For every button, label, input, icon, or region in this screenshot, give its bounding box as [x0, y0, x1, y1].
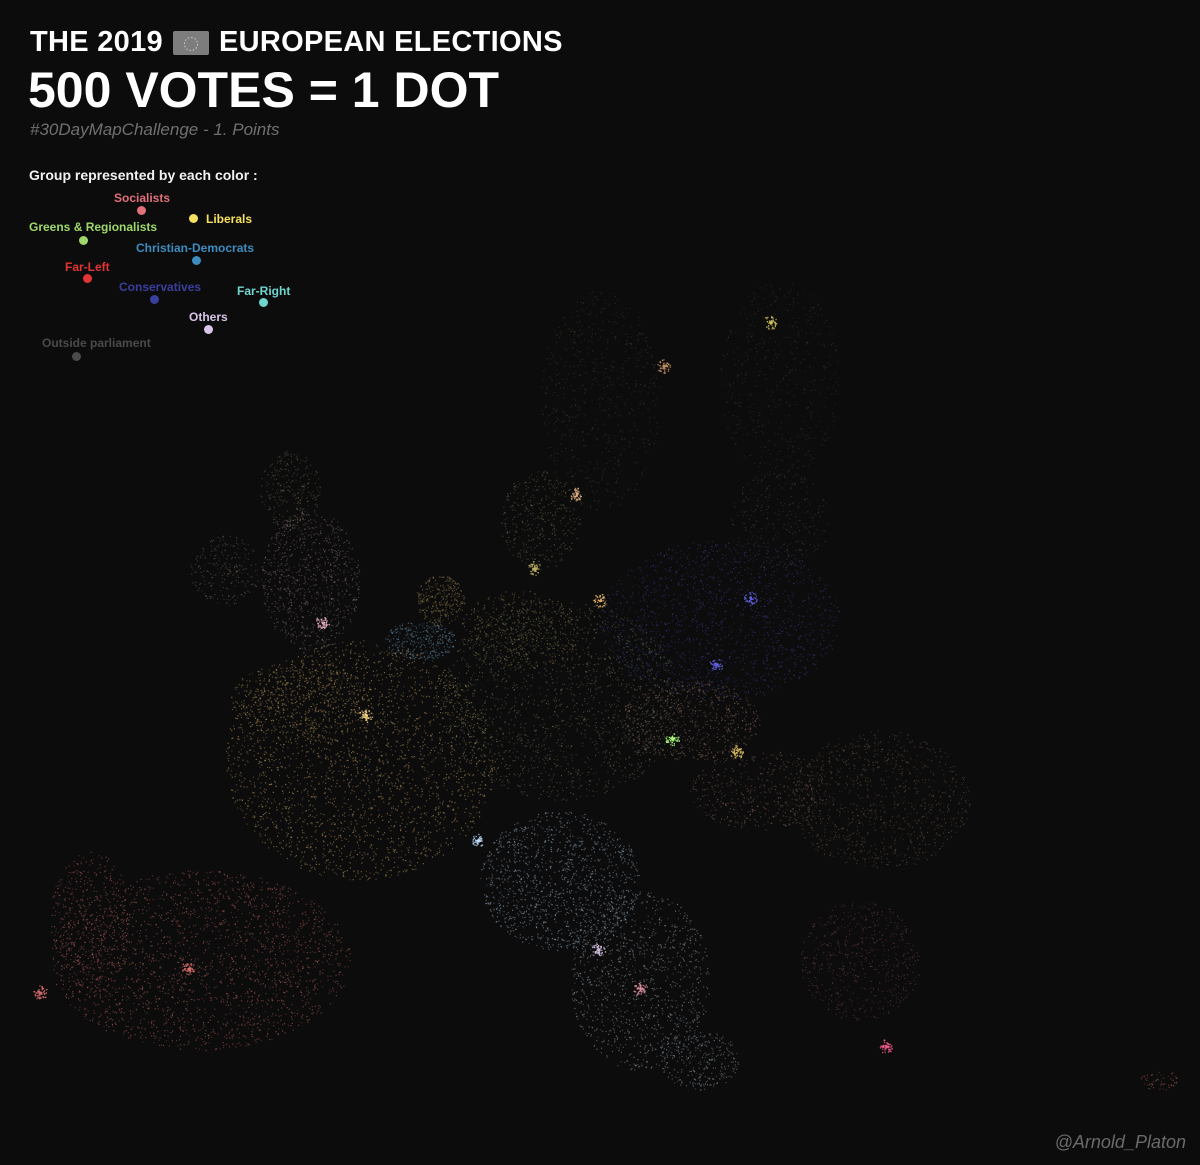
legend-label-liberals: Liberals	[206, 212, 253, 226]
subtitle: #30DayMapChallenge - 1. Points	[30, 120, 280, 139]
title-part1: THE 2019	[30, 26, 163, 58]
legend-label-far-right: Far-Right	[237, 284, 291, 298]
legend-dot-christian-democrats	[192, 256, 201, 265]
legend-dot-far-right	[259, 298, 268, 307]
legend-dot-liberals	[189, 214, 198, 223]
legend-dot-far-left	[83, 274, 92, 283]
legend-heading: Group represented by each color :	[29, 167, 258, 183]
legend-label-greens: Greens & Regionalists	[29, 220, 158, 234]
eu-flag-icon	[172, 30, 209, 55]
legend-dot-others	[204, 325, 213, 334]
title-line: THE 2019 EUROPEAN ELECTIONS	[30, 26, 563, 59]
legend-label-christian-democrats: Christian-Democrats	[136, 241, 255, 255]
title-part2: EUROPEAN ELECTIONS	[218, 26, 563, 58]
headline: 500 VOTES = 1 DOT	[28, 62, 500, 118]
legend-label-far-left: Far-Left	[65, 260, 110, 274]
legend-dot-outside-parliament	[72, 352, 81, 361]
legend-dot-socialists	[137, 206, 146, 215]
legend-dot-conservatives	[150, 295, 159, 304]
legend-label-outside-parliament: Outside parliament	[42, 336, 151, 350]
legend-label-others: Others	[189, 310, 228, 324]
legend-dot-greens	[79, 236, 88, 245]
author-credit: @Arnold_Platon	[1054, 1132, 1186, 1152]
legend-label-socialists: Socialists	[114, 191, 171, 205]
legend-label-conservatives: Conservatives	[119, 280, 202, 294]
